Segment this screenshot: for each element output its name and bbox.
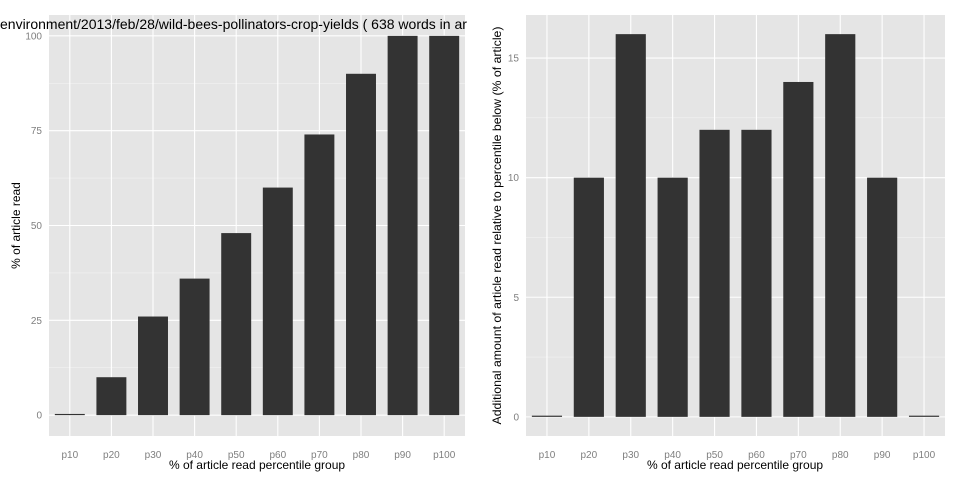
x-tick-label: p40 bbox=[664, 450, 681, 461]
bar-p10 bbox=[54, 413, 85, 416]
y-tick-label: 0 bbox=[36, 411, 42, 422]
bar-p30 bbox=[138, 316, 168, 416]
x-tick-label: p90 bbox=[874, 450, 891, 461]
x-tick-label: p60 bbox=[269, 450, 286, 461]
bar-p20 bbox=[96, 377, 127, 416]
bar-p40 bbox=[179, 278, 210, 416]
x-tick-label: p50 bbox=[706, 450, 723, 461]
bar-p80 bbox=[346, 73, 376, 416]
x-tick-label: p90 bbox=[394, 450, 411, 461]
bar-p70 bbox=[783, 81, 814, 417]
y-tick-label: 15 bbox=[508, 54, 520, 65]
bar-p50 bbox=[699, 129, 730, 417]
y-tick-label: 25 bbox=[31, 316, 43, 327]
x-tick-label: p10 bbox=[61, 450, 78, 461]
bar-p70 bbox=[304, 134, 335, 416]
x-tick-label: p30 bbox=[622, 450, 639, 461]
x-tick-label: p100 bbox=[433, 450, 456, 461]
x-tick-label: p20 bbox=[103, 450, 120, 461]
x-tick-label: p50 bbox=[228, 450, 245, 461]
bar-p90 bbox=[867, 177, 898, 417]
x-tick-label: p30 bbox=[145, 450, 162, 461]
x-axis-title: % of article read percentile group bbox=[647, 458, 823, 472]
bar-p100 bbox=[908, 415, 940, 417]
x-tick-label: p60 bbox=[748, 450, 765, 461]
y-tick-label: 100 bbox=[25, 31, 42, 42]
x-tick-label: p100 bbox=[913, 450, 936, 461]
bar-p60 bbox=[262, 187, 293, 416]
x-tick-label: p10 bbox=[539, 450, 556, 461]
y-axis-title: % of article read bbox=[9, 182, 23, 269]
y-axis-title: Additional amount of article read relati… bbox=[490, 27, 504, 425]
bar-p10 bbox=[531, 415, 563, 417]
x-tick-label: p70 bbox=[790, 450, 807, 461]
y-tick-label: 10 bbox=[508, 173, 520, 184]
x-tick-label: p80 bbox=[832, 450, 849, 461]
x-tick-label: p20 bbox=[581, 450, 598, 461]
x-axis-title: % of article read percentile group bbox=[169, 458, 345, 472]
bar-p50 bbox=[221, 233, 252, 416]
x-tick-label: p70 bbox=[311, 450, 328, 461]
x-tick-label: p40 bbox=[186, 450, 203, 461]
right-chart-panel: 0 5 10 15 p10 p20 p30 p40 p50 p60 p70 p80 p90 p100 % o… bbox=[490, 15, 945, 472]
y-tick-label: 50 bbox=[31, 221, 43, 232]
chart-title: environment/2013/feb/28/wild-bees-pollin… bbox=[0, 16, 467, 32]
bar-p40 bbox=[657, 177, 688, 417]
x-tick-label: p80 bbox=[353, 450, 370, 461]
bar-p60 bbox=[741, 129, 772, 417]
bar-p30 bbox=[615, 34, 646, 417]
y-tick-label: 5 bbox=[513, 293, 519, 304]
bar-p90 bbox=[387, 35, 418, 416]
left-chart-panel: 0 25 50 75 100 p10 p20 p30 p40 p50 p60 p70 p80 p90 p10… bbox=[0, 15, 467, 472]
bar-p20 bbox=[573, 177, 604, 417]
bar-p80 bbox=[825, 34, 856, 417]
bar-p100 bbox=[429, 35, 460, 416]
y-tick-label: 75 bbox=[31, 126, 43, 137]
y-tick-label: 0 bbox=[513, 412, 519, 423]
